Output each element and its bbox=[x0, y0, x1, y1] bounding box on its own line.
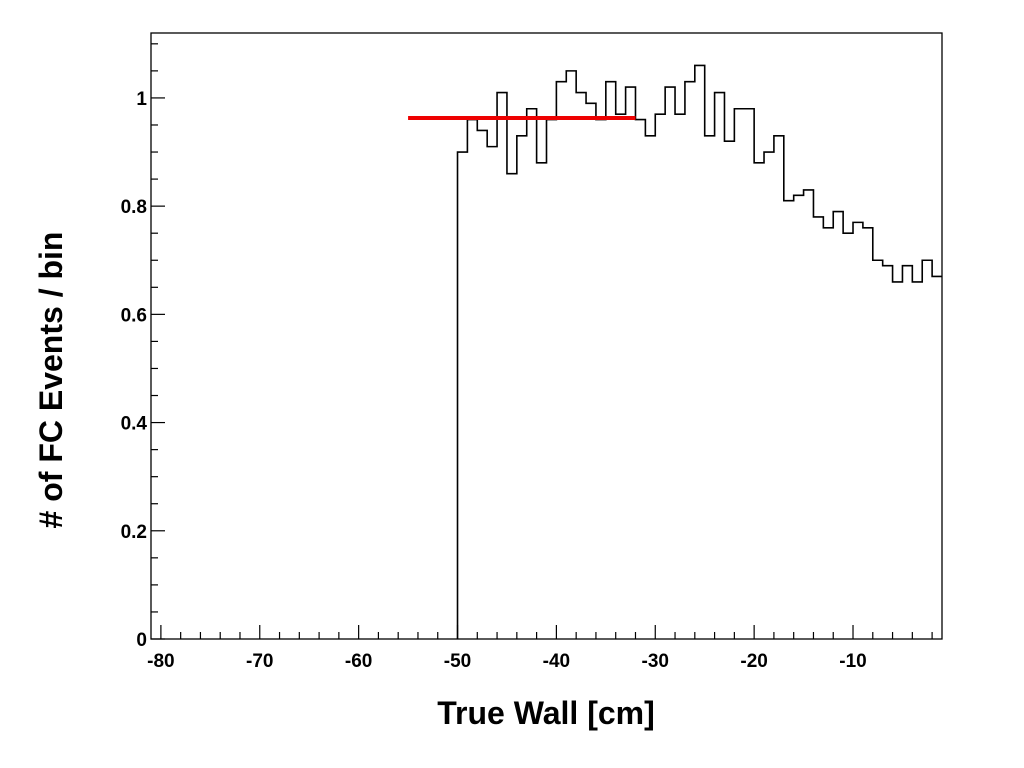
histogram-bin bbox=[794, 195, 804, 639]
histogram-bin bbox=[487, 147, 497, 639]
histogram-bin bbox=[705, 136, 715, 639]
y-tick-label: 0 bbox=[136, 630, 147, 651]
x-axis-ticks bbox=[160, 625, 933, 639]
histogram-bin bbox=[774, 136, 784, 639]
x-tick-labels: -80 -70 -60 -50 -40 -30 -20 -10 bbox=[147, 651, 867, 672]
x-tick-label: -20 bbox=[740, 651, 767, 672]
y-tick-label: 1 bbox=[136, 89, 147, 110]
histogram-bin bbox=[467, 120, 477, 639]
histogram-outline bbox=[456, 64, 942, 639]
histogram-bin bbox=[527, 109, 537, 639]
histogram-bin bbox=[477, 130, 487, 639]
x-tick-label: -10 bbox=[839, 651, 866, 672]
histogram-bin bbox=[724, 141, 734, 639]
histogram-bin bbox=[586, 103, 596, 639]
histogram-bin bbox=[804, 190, 814, 639]
histogram-bin bbox=[715, 93, 725, 639]
histogram-bin bbox=[665, 87, 675, 639]
histogram-bin bbox=[734, 109, 744, 639]
histogram-bin bbox=[912, 282, 922, 639]
histogram-bin bbox=[616, 114, 626, 639]
histogram-bin bbox=[596, 120, 606, 639]
histogram-bin bbox=[537, 163, 547, 639]
histogram-bin bbox=[843, 233, 853, 639]
x-tick-label: -50 bbox=[444, 651, 471, 672]
histogram-bin bbox=[833, 212, 843, 639]
histogram-bin bbox=[922, 260, 932, 639]
histogram-bin bbox=[547, 120, 557, 639]
histogram-bin bbox=[645, 136, 655, 639]
histogram-bin bbox=[626, 87, 636, 639]
histogram-bin bbox=[655, 114, 665, 639]
x-tick-label: -60 bbox=[345, 651, 372, 672]
histogram-bin bbox=[576, 93, 586, 639]
histogram-bin bbox=[883, 266, 893, 639]
histogram-bin bbox=[497, 93, 507, 639]
histogram-bin bbox=[754, 163, 764, 639]
histogram-bin bbox=[517, 136, 527, 639]
histogram-bin bbox=[893, 282, 903, 639]
y-tick-label: 0.4 bbox=[121, 414, 148, 435]
histogram-bin bbox=[566, 71, 576, 639]
histogram-bin bbox=[685, 82, 695, 639]
y-tick-label: 0.6 bbox=[121, 305, 147, 326]
plot-frame bbox=[150, 32, 943, 640]
histogram-bin bbox=[744, 109, 754, 639]
x-tick-label: -80 bbox=[147, 651, 174, 672]
histogram-bin bbox=[823, 228, 833, 639]
histogram-bin bbox=[556, 82, 566, 639]
histogram-bin bbox=[458, 152, 468, 639]
histogram-bin bbox=[902, 266, 912, 639]
histogram-bin bbox=[863, 228, 873, 639]
y-tick-label: 0.2 bbox=[121, 522, 147, 543]
y-axis-ticks bbox=[151, 43, 165, 640]
histogram-bin bbox=[635, 120, 645, 639]
y-tick-label: 0.8 bbox=[121, 197, 147, 218]
x-tick-label: -30 bbox=[642, 651, 669, 672]
histogram-bin bbox=[873, 260, 883, 639]
x-tick-label: -70 bbox=[246, 651, 273, 672]
histogram-bins bbox=[458, 65, 942, 639]
histogram-bin bbox=[784, 201, 794, 639]
x-axis-title: True Wall [cm] bbox=[437, 695, 655, 731]
histogram-bin bbox=[606, 82, 616, 639]
x-tick-label: -40 bbox=[543, 651, 570, 672]
histogram-bin bbox=[932, 276, 942, 639]
histogram-bin bbox=[695, 65, 705, 639]
histogram-bin bbox=[813, 217, 823, 639]
histogram-bin bbox=[507, 174, 517, 639]
histogram-bin bbox=[675, 114, 685, 639]
histogram-bin bbox=[764, 152, 774, 639]
y-tick-labels: 0 0.2 0.4 0.6 0.8 1 bbox=[121, 89, 148, 651]
y-axis-title: # of FC Events / bin bbox=[33, 232, 69, 529]
histogram-bin bbox=[853, 222, 863, 639]
